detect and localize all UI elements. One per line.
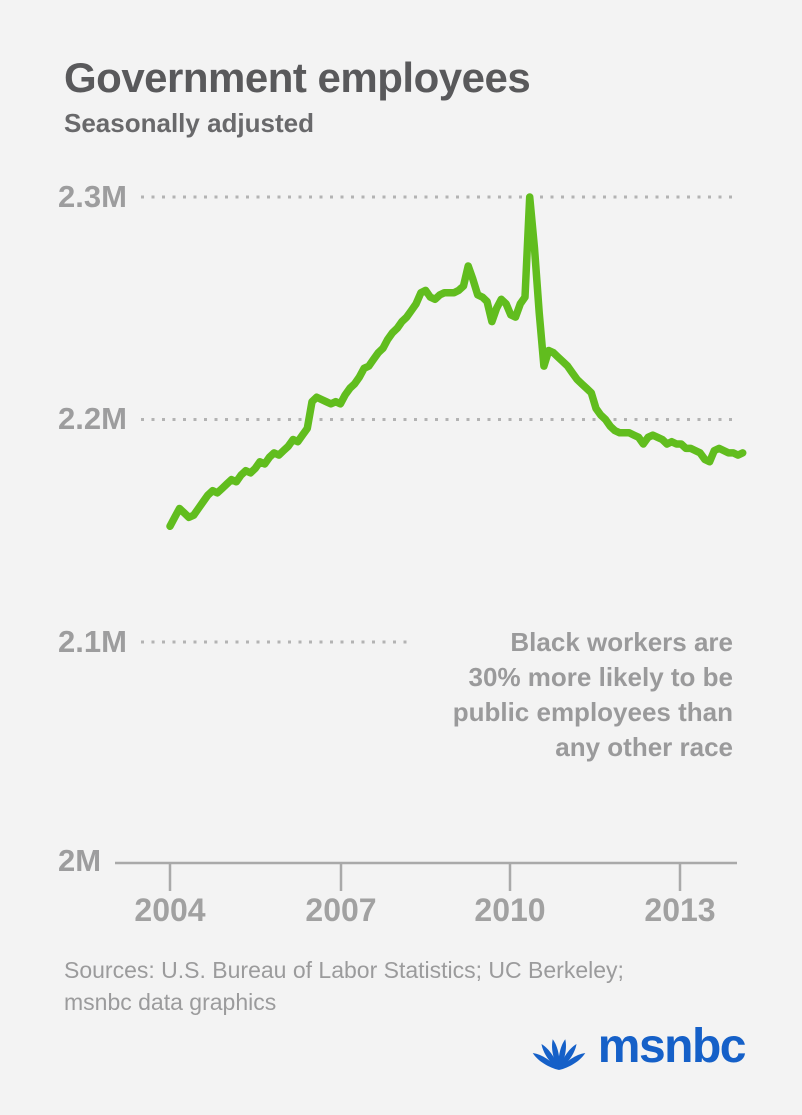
annotation-line: public employees than xyxy=(452,697,733,727)
sources-line: Sources: U.S. Bureau of Labor Statistics… xyxy=(64,957,624,983)
page-subtitle: Seasonally adjusted xyxy=(64,108,314,138)
annotation-line: Black workers are xyxy=(510,627,733,657)
y-tick-label-2-1m: 2.1M xyxy=(58,624,127,659)
y-tick-label-2m: 2M xyxy=(58,843,102,878)
x-tick-label-2010: 2010 xyxy=(474,892,546,928)
sources-line: msnbc data graphics xyxy=(64,989,277,1015)
sources-note: Sources: U.S. Bureau of Labor Statistics… xyxy=(64,954,624,1018)
peacock-feathers xyxy=(532,1039,586,1070)
msnbc-wordmark: msnbc xyxy=(597,1020,747,1073)
x-tick-label-2007: 2007 xyxy=(305,892,377,928)
annotation-line: 30% more likely to be xyxy=(468,662,733,692)
x-tick-label-2004: 2004 xyxy=(134,892,206,928)
nbc-peacock-icon xyxy=(532,1039,586,1070)
y-tick-label-2-3m: 2.3M xyxy=(58,179,127,214)
msnbc-logo: msnbc xyxy=(530,1020,747,1073)
chart-annotation: Black workers are 30% more likely to be … xyxy=(453,625,733,765)
page-title: Government employees xyxy=(64,54,531,101)
employment-line xyxy=(166,193,747,531)
y-tick-label-2-2m: 2.2M xyxy=(58,401,127,436)
annotation-line: any other race xyxy=(555,732,733,762)
x-tick-label-2013: 2013 xyxy=(644,892,716,928)
